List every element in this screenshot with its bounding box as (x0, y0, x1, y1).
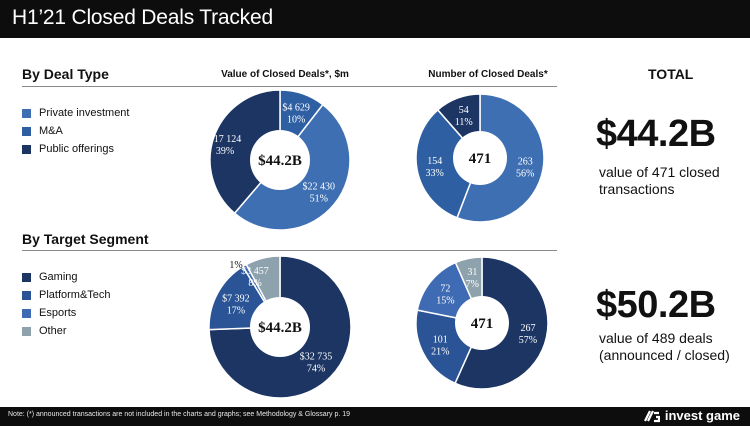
slice-percent-label: 17% (227, 305, 245, 316)
brand-name: invest game (664, 408, 740, 423)
slice-percent-label: 10% (287, 115, 305, 126)
slice-percent-label: 57% (519, 335, 537, 346)
total-heading: TOTAL (648, 66, 694, 82)
slice-percent-label: 15% (436, 296, 454, 307)
slice-value-label: 154 (427, 156, 442, 167)
count-chart-heading: Number of Closed Deals* (428, 69, 548, 80)
value-chart-heading: Value of Closed Deals*, $m (221, 69, 349, 80)
donut-hole (250, 297, 310, 357)
legend-swatch (22, 144, 31, 154)
total-closed-desc: value of 471 closed transactions (599, 164, 720, 198)
total-deals-desc: value of 489 deals (announced / closed) (599, 330, 730, 364)
slice-value-label: $3 457 (241, 266, 269, 277)
donut-slice-m-a (415, 108, 481, 219)
donut-center-label: $44.2B (258, 320, 302, 336)
slice-value-label: $22 430 (303, 182, 336, 193)
section-divider (22, 250, 557, 251)
slice-value-label: 267 (520, 323, 535, 334)
slice-percent-label: 1% (229, 260, 242, 271)
slice-percent-label: 39% (216, 146, 234, 157)
legend-item-public-offerings: Public offerings (22, 140, 129, 158)
slice-value-label: $4 629 (282, 103, 310, 114)
section-title-deal-type: By Deal Type (22, 66, 109, 82)
total-closed-desc-line1: value of 471 closed (599, 164, 720, 180)
slice-value-label: 31 (467, 267, 477, 278)
brand: invest game (643, 408, 740, 423)
slice-value-label: 263 (518, 156, 533, 167)
donut-center-label: $44.2B (258, 153, 302, 169)
legend-swatch (22, 308, 31, 318)
slice-percent-label: 11% (455, 117, 473, 128)
legend-swatch (22, 326, 31, 336)
page-title: H1’21 Closed Deals Tracked (12, 6, 273, 29)
legend-swatch (22, 126, 31, 136)
donut-hole (250, 130, 310, 190)
legend-item-private-investment: Private investment (22, 104, 129, 122)
legend-swatch (22, 108, 31, 118)
section-title-segment: By Target Segment (22, 231, 149, 247)
slice-percent-label: 74% (307, 364, 325, 375)
slice-percent-label: 7% (466, 279, 479, 290)
donut-hole (455, 296, 509, 350)
slice-value-label: $7 392 (222, 293, 250, 304)
section-divider (22, 86, 557, 87)
slice-value-label: 54 (459, 105, 469, 116)
total-closed-desc-line2: transactions (599, 181, 675, 197)
segment-legend: Gaming Platform&Tech Esports Other (22, 268, 111, 340)
legend-item-gaming: Gaming (22, 268, 111, 286)
legend-label: Esports (39, 307, 77, 319)
donut-hole (453, 131, 507, 185)
legend-item-mna: M&A (22, 122, 129, 140)
total-closed-value: $44.2B (596, 113, 716, 155)
legend-label: Gaming (39, 271, 78, 283)
donut-slice-public-offerings (209, 89, 281, 215)
total-deals-value: $50.2B (596, 284, 716, 326)
legend-item-platform-tech: Platform&Tech (22, 286, 111, 304)
total-deals-desc-line2: (announced / closed) (599, 347, 730, 363)
legend-label: Platform&Tech (39, 289, 111, 301)
legend-label: Other (39, 325, 67, 337)
slice-value-label: $32 735 (300, 352, 333, 363)
legend-label: Private investment (39, 107, 130, 119)
slice-value-label: 72 (440, 284, 450, 295)
total-deals-desc-line1: value of 489 deals (599, 330, 713, 346)
invest-game-logo-icon (643, 410, 660, 422)
deal-type-legend: Private investment M&A Public offerings (22, 104, 129, 158)
slice-percent-label: 56% (516, 168, 534, 179)
footnote: Note: (*) announced transactions are not… (8, 411, 351, 418)
slice-percent-label: 51% (310, 194, 328, 205)
footer-bar: Note: (*) announced transactions are not… (0, 407, 750, 426)
donut-center-label: 471 (471, 316, 494, 332)
legend-swatch (22, 290, 31, 300)
legend-item-other: Other (22, 322, 111, 340)
header-bar: H1’21 Closed Deals Tracked (0, 0, 750, 38)
legend-label: Public offerings (39, 143, 115, 155)
legend-label: M&A (39, 125, 63, 137)
legend-swatch (22, 272, 31, 282)
slice-value-label: 101 (433, 335, 448, 346)
slice-percent-label: 33% (426, 168, 444, 179)
donut-center-label: 471 (469, 151, 492, 167)
slice-percent-label: 21% (431, 347, 449, 358)
slice-percent-label: 8% (248, 278, 261, 289)
slice-value-label: $17 124 (209, 134, 242, 145)
legend-item-esports: Esports (22, 304, 111, 322)
